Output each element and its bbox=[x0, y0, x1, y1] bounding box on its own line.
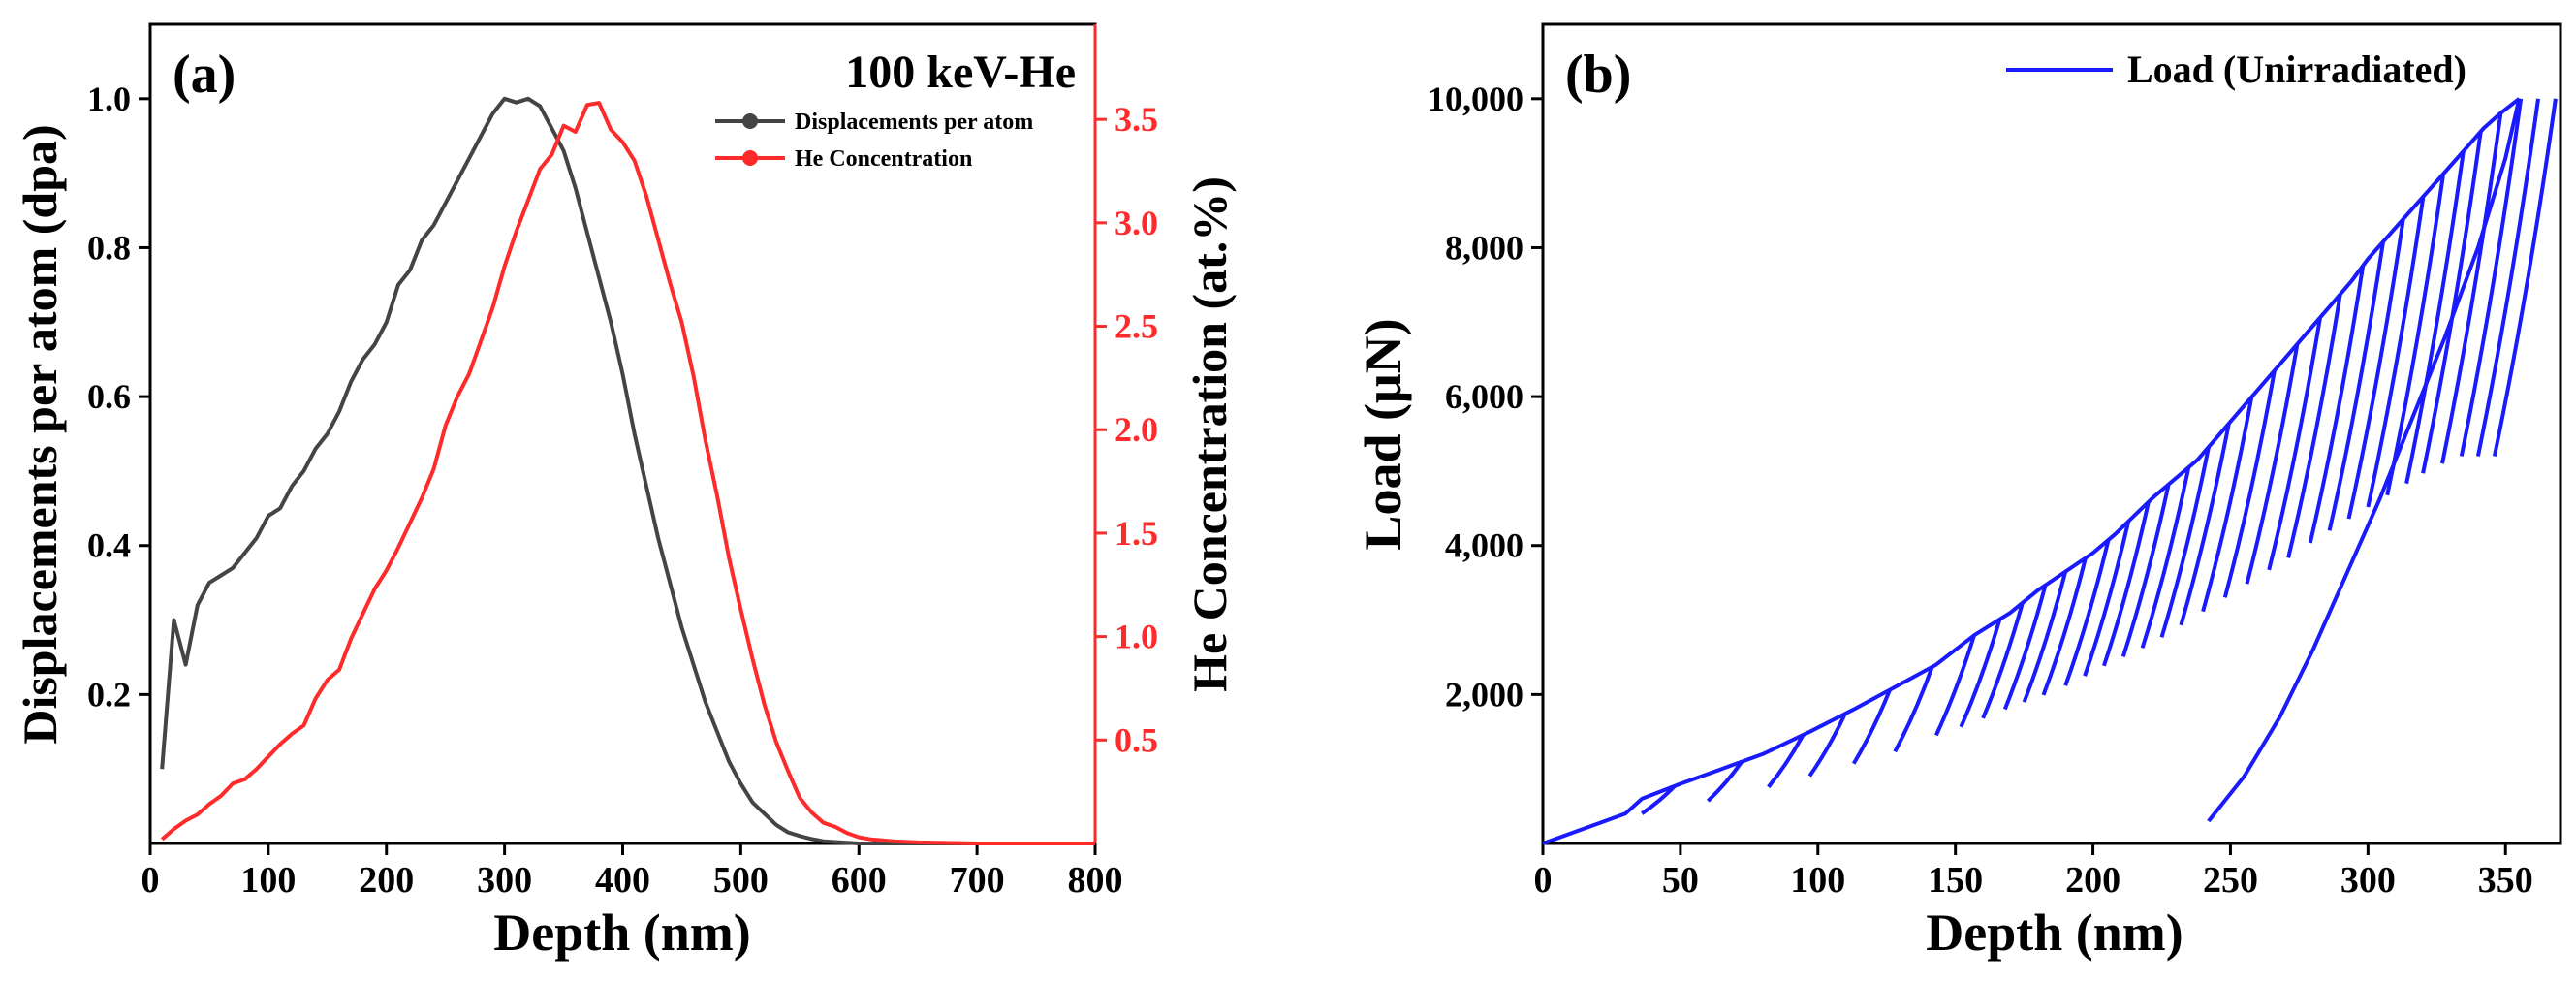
series-load-cycle bbox=[1893, 666, 1934, 753]
panel-b-label: (b) bbox=[1565, 45, 1631, 105]
series-load-cycle bbox=[2492, 98, 2558, 457]
series-load-cycle bbox=[2179, 423, 2231, 626]
series-load-envelope bbox=[1542, 97, 2521, 845]
series-dpa-line bbox=[160, 96, 1095, 845]
chart-marks: 0 100 200 300 400 500 600 700 8000.20.40.60.81.0… bbox=[87, 24, 2558, 901]
panel-a-x-tick-label: 600 bbox=[832, 860, 887, 901]
panel-b-x-tick-label: 0 bbox=[1534, 860, 1553, 901]
panel-b-x-tick-label: 150 bbox=[1928, 860, 1983, 901]
panel-a-x-tick-label: 800 bbox=[1068, 860, 1123, 901]
series-load-cycle bbox=[1959, 619, 2002, 728]
panel-a-x-tick-label: 400 bbox=[595, 860, 650, 901]
series-load-cycle bbox=[2459, 98, 2524, 457]
panel-a-label: (a) bbox=[173, 45, 236, 105]
legend-load-label: Load (Unirradiated) bbox=[2127, 48, 2466, 91]
panel-a-y2-tick-label: 3.5 bbox=[1115, 100, 1158, 139]
panel-b-y-tick-label: 8,000 bbox=[1445, 228, 1524, 267]
panel-b-x-tick-label: 350 bbox=[2478, 860, 2533, 901]
panel-a-y2-tick-label: 0.5 bbox=[1115, 720, 1158, 759]
series-load-cycle bbox=[2222, 369, 2277, 598]
series-load-cycle bbox=[2346, 218, 2405, 520]
series-load-cycle bbox=[1981, 602, 2025, 719]
panel-b-x-tick-label: 50 bbox=[1662, 860, 1699, 901]
series-load-cycle bbox=[2083, 521, 2131, 677]
panel-b-frame bbox=[1541, 22, 2562, 845]
series-load-cycle bbox=[2002, 585, 2048, 711]
panel-a-x-tick-label: 100 bbox=[240, 860, 296, 901]
series-load-cycle bbox=[2041, 557, 2088, 696]
panel-a: (a) 100 keV-He Displacements per atom He… bbox=[13, 22, 1237, 962]
series-load-cycle bbox=[2308, 265, 2366, 544]
panel-a-ylabel: Displacements per atom (dpa) bbox=[13, 124, 67, 744]
legend-he-label: He Concentration bbox=[795, 146, 972, 172]
panel-a-x-tick-label: 200 bbox=[359, 860, 414, 901]
panel-b-x-tick-label: 250 bbox=[2203, 860, 2258, 901]
panel-b-ylabel: Load (μN) bbox=[1354, 318, 1412, 550]
panel-a-y-tick-label: 0.8 bbox=[87, 228, 131, 267]
series-load-cycle bbox=[2267, 317, 2322, 571]
series-load-cycle bbox=[2286, 294, 2342, 558]
legend-he-marker bbox=[742, 150, 758, 166]
series-load-final-unload bbox=[2207, 98, 2522, 823]
series-load-cycle bbox=[2022, 571, 2068, 703]
series-load-cycle bbox=[2201, 397, 2254, 613]
panel-b-y-tick-label: 6,000 bbox=[1445, 377, 1524, 416]
series-load-cycle bbox=[2327, 241, 2385, 531]
series-load-cycle bbox=[1851, 688, 1892, 765]
series-load-cycle bbox=[2475, 98, 2540, 457]
series-load-cycle bbox=[2140, 466, 2191, 649]
panel-a-y-tick-label: 0.2 bbox=[87, 675, 131, 714]
panel-a-x-tick-label: 700 bbox=[950, 860, 1005, 901]
series-load-cycle bbox=[2120, 484, 2171, 658]
series-load-cycle bbox=[2366, 196, 2426, 508]
series-load-cycle bbox=[2404, 150, 2466, 485]
panel-a-y2-tick-label: 2.5 bbox=[1115, 307, 1158, 346]
series-load-cycle bbox=[1641, 784, 1677, 815]
series-load-cycle bbox=[1807, 713, 1847, 778]
panel-a-y2-tick-label: 1.0 bbox=[1115, 618, 1158, 656]
panel-a-xlabel: Depth (nm) bbox=[493, 904, 751, 962]
series-load-cycle bbox=[2102, 501, 2151, 667]
legend-dpa-marker bbox=[742, 113, 758, 129]
panel-a-y-tick-label: 0.4 bbox=[87, 526, 131, 565]
panel-b-x-tick-label: 300 bbox=[2340, 860, 2396, 901]
series-he-line bbox=[160, 101, 1095, 845]
panel-a-x-tick-label: 0 bbox=[141, 860, 160, 901]
panel-a-y2-tick-label: 1.5 bbox=[1115, 514, 1158, 553]
series-load-cycle bbox=[2063, 539, 2111, 686]
panel-a-y2-tick-label: 2.0 bbox=[1115, 410, 1158, 449]
series-load-cycle bbox=[1933, 634, 1976, 737]
legend-dpa-label: Displacements per atom bbox=[795, 110, 1033, 135]
panel-b-xlabel: Depth (nm) bbox=[1926, 904, 2183, 962]
series-load-cycle bbox=[1706, 760, 1744, 803]
series-load-cycle bbox=[1767, 734, 1806, 789]
panel-b-x-tick-label: 200 bbox=[2065, 860, 2120, 901]
panel-a-y2-tick-label: 3.0 bbox=[1115, 204, 1158, 242]
panel-a-annotation: 100 keV-He bbox=[845, 47, 1076, 98]
panel-a-y-tick-label: 1.0 bbox=[87, 79, 131, 118]
panel-b-y-tick-label: 10,000 bbox=[1428, 79, 1524, 118]
series-load-cycle bbox=[2159, 446, 2211, 638]
series-load-cycle bbox=[2245, 343, 2300, 585]
panel-a-y-tick-label: 0.6 bbox=[87, 377, 131, 416]
panel-a-y2label: He Concentration (at.%) bbox=[1182, 176, 1237, 692]
panel-a-x-tick-label: 500 bbox=[713, 860, 769, 901]
panel-b: (b) Load (Unirradiated) Depth (nm) Load … bbox=[1354, 22, 2562, 962]
panel-b-x-tick-label: 100 bbox=[1790, 860, 1845, 901]
panel-b-y-tick-label: 2,000 bbox=[1445, 675, 1524, 714]
panel-a-x-tick-label: 300 bbox=[477, 860, 532, 901]
panel-b-y-tick-label: 4,000 bbox=[1445, 526, 1524, 565]
series-load-cycle bbox=[2440, 112, 2503, 464]
